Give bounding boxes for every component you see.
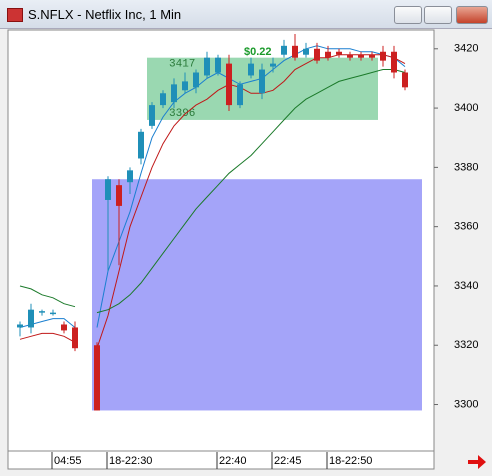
x-tick-label: 22:40 bbox=[219, 455, 247, 467]
candle-body bbox=[391, 51, 397, 73]
window-title: S.NFLX - Netflix Inc, 1 Min bbox=[28, 7, 182, 22]
candle-body bbox=[369, 54, 375, 58]
candle-body bbox=[325, 51, 331, 58]
candle-body bbox=[215, 57, 221, 73]
moving-average bbox=[19, 69, 406, 314]
candle-body bbox=[358, 54, 364, 58]
candle-body bbox=[105, 179, 111, 200]
y-tick-label: 3380 bbox=[454, 161, 478, 173]
candle-body bbox=[226, 63, 232, 106]
candle-body bbox=[171, 84, 177, 103]
candle-body bbox=[237, 84, 243, 106]
candle-body bbox=[39, 311, 45, 313]
zone-label: 3396 bbox=[169, 108, 195, 120]
candle-body bbox=[292, 45, 298, 58]
candle-body bbox=[347, 54, 353, 58]
maximize-button[interactable] bbox=[424, 6, 452, 24]
candle-body bbox=[259, 69, 265, 94]
candle-body bbox=[248, 63, 254, 76]
candle-body bbox=[138, 131, 144, 159]
candle-body bbox=[303, 48, 309, 55]
candle-body bbox=[28, 309, 34, 328]
candle-body bbox=[149, 105, 155, 126]
candle-body bbox=[281, 45, 287, 55]
y-tick-label: 3320 bbox=[454, 339, 478, 351]
x-tick-label: 04:55 bbox=[54, 455, 82, 467]
candle-body bbox=[17, 324, 23, 328]
y-tick-label: 3400 bbox=[454, 102, 478, 114]
candle-body bbox=[182, 81, 188, 91]
app-icon bbox=[7, 8, 23, 22]
y-tick-label: 3340 bbox=[454, 280, 478, 292]
candle-body bbox=[50, 312, 56, 315]
candle-body bbox=[61, 324, 67, 331]
x-tick-label: 22:45 bbox=[274, 455, 302, 467]
minimize-button[interactable] bbox=[394, 6, 422, 24]
candle-body bbox=[127, 170, 133, 183]
candle-body bbox=[380, 51, 386, 61]
candle-body bbox=[204, 57, 210, 76]
scroll-arrow[interactable] bbox=[468, 455, 486, 469]
candle-body bbox=[193, 72, 199, 88]
y-tick-label: 3360 bbox=[454, 221, 478, 233]
price-change: $0.22 bbox=[244, 46, 272, 58]
candle-body bbox=[160, 93, 166, 106]
zone-label: 3417 bbox=[169, 59, 195, 71]
candle-body bbox=[72, 327, 78, 349]
candle-body bbox=[270, 63, 276, 67]
x-tick-label: 18-22:30 bbox=[109, 455, 152, 467]
price-zone bbox=[92, 179, 422, 411]
candle-body bbox=[94, 345, 100, 411]
candle-body bbox=[116, 185, 122, 206]
candle-body bbox=[402, 72, 408, 88]
y-tick-label: 3300 bbox=[454, 398, 478, 410]
candle-body bbox=[314, 48, 320, 61]
x-tick-label: 18-22:50 bbox=[329, 455, 372, 467]
title-bar: S.NFLX - Netflix Inc, 1 Min bbox=[0, 0, 492, 29]
close-button[interactable] bbox=[456, 6, 488, 24]
moving-average bbox=[19, 54, 406, 349]
chart: 3396 3417 $0.22 3300 3320 3340 3360 3380 3400 342… bbox=[7, 29, 486, 470]
candle-body bbox=[336, 51, 342, 55]
y-tick-label: 3420 bbox=[454, 43, 478, 55]
